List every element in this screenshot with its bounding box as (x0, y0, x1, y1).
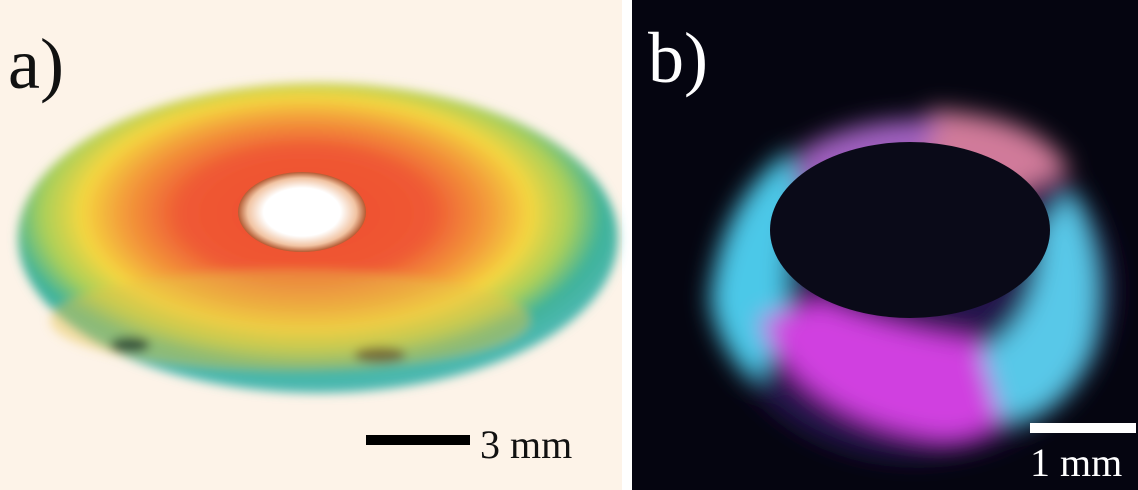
scale-bar (1030, 423, 1136, 433)
scale-label: 3 mm (480, 422, 572, 467)
scale-bar (366, 435, 470, 445)
figure: a) 3 mm b) 1 mm (0, 0, 1138, 490)
panel-label: b) (648, 18, 708, 98)
panel-label: a) (8, 24, 64, 104)
disk-hole (238, 172, 366, 252)
scale-label: 1 mm (1030, 440, 1122, 485)
ring-interior (770, 142, 1050, 318)
